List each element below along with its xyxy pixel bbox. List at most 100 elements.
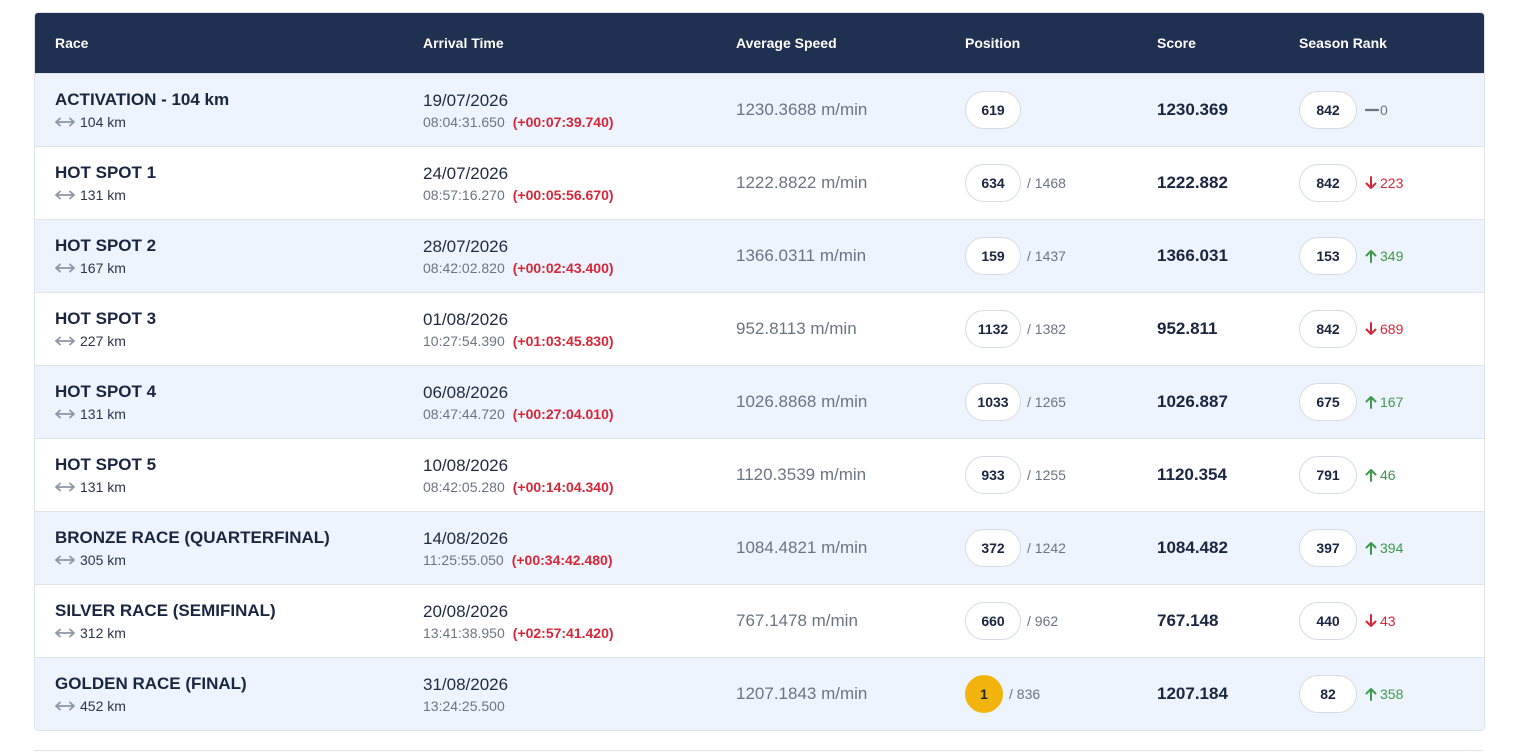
- table-body: ACTIVATION - 104 km 104 km 19/07/2026 08:04…: [35, 73, 1484, 730]
- season-rank-badge: 675: [1299, 383, 1357, 421]
- arrow-down-icon: [1365, 176, 1377, 190]
- season-rank-badge: 82: [1299, 675, 1357, 713]
- race-distance: 305 km: [80, 552, 126, 568]
- rank-change-value: 0: [1380, 102, 1388, 118]
- rank-change: 167: [1365, 394, 1403, 410]
- rank-change-value: 167: [1380, 394, 1404, 410]
- position-badge: 159: [965, 237, 1021, 275]
- average-speed: 767.1478 m/min: [736, 611, 858, 630]
- race-name[interactable]: GOLDEN RACE (FINAL): [55, 674, 247, 693]
- arrow-up-icon: [1365, 687, 1377, 701]
- arrival-date: 20/08/2026: [423, 601, 509, 621]
- average-speed: 1207.1843 m/min: [736, 684, 868, 703]
- table-row[interactable]: BRONZE RACE (QUARTERFINAL) 305 km 14/08/20…: [35, 511, 1484, 584]
- arrow-up-icon: [1365, 541, 1377, 555]
- arrival-delay: (+00:07:39.740): [512, 113, 614, 130]
- arrow-up-icon: [1365, 468, 1377, 482]
- score-value: 1207.184: [1157, 684, 1228, 703]
- race-name[interactable]: HOT SPOT 2: [55, 236, 157, 255]
- position-badge: 1033: [965, 383, 1021, 421]
- rank-change: 358: [1365, 686, 1403, 702]
- race-name[interactable]: HOT SPOT 1: [55, 163, 157, 182]
- season-rank-badge: 842: [1299, 91, 1357, 129]
- rank-change-value: 223: [1380, 175, 1404, 191]
- position-total: / 1437: [1027, 248, 1066, 264]
- score-value: 952.811: [1157, 319, 1218, 338]
- position-total: / 1255: [1027, 467, 1066, 483]
- arrival-clock: 10:27:54.390: [423, 332, 505, 349]
- rank-change-value: 689: [1380, 321, 1404, 337]
- position-badge: 372: [965, 529, 1021, 567]
- distance-arrows-icon: [55, 701, 75, 711]
- arrival-date: 31/08/2026: [423, 674, 509, 694]
- position-badge: 933: [965, 456, 1021, 494]
- race-name[interactable]: ACTIVATION - 104 km: [55, 90, 230, 109]
- table-row[interactable]: GOLDEN RACE (FINAL) 452 km 31/08/2026 13:24…: [35, 657, 1484, 730]
- race-name[interactable]: HOT SPOT 4: [55, 382, 157, 401]
- score-value: 1026.887: [1157, 392, 1228, 411]
- distance-arrows-icon: [55, 263, 75, 273]
- rank-change: 394: [1365, 540, 1403, 556]
- rank-change: 349: [1365, 248, 1403, 264]
- arrow-up-icon: [1365, 249, 1377, 263]
- distance-arrows-icon: [55, 190, 75, 200]
- race-name[interactable]: BRONZE RACE (QUARTERFINAL): [55, 528, 330, 547]
- rank-change: 0: [1364, 102, 1388, 118]
- season-rank-badge: 791: [1299, 456, 1357, 494]
- race-distance: 227 km: [80, 333, 126, 349]
- table-row[interactable]: HOT SPOT 2 167 km 28/07/2026 08:42:02.820 (+…: [35, 219, 1484, 292]
- table-row[interactable]: HOT SPOT 3 227 km 01/08/2026 10:27:54.390 (+…: [35, 292, 1484, 365]
- table-row[interactable]: HOT SPOT 1 131 km 24/07/2026 08:57:16.270 (+…: [35, 146, 1484, 219]
- arrival-delay: (+00:02:43.400): [512, 259, 614, 276]
- position-badge: 634: [965, 164, 1021, 202]
- season-rank-badge: 153: [1299, 237, 1357, 275]
- arrival-clock: 13:41:38.950: [423, 624, 505, 641]
- arrival-date: 14/08/2026: [423, 528, 509, 548]
- race-distance: 131 km: [80, 406, 126, 422]
- position-total: / 1382: [1027, 321, 1066, 337]
- race-name[interactable]: SILVER RACE (SEMIFINAL): [55, 601, 276, 620]
- rank-change-value: 394: [1380, 540, 1404, 556]
- average-speed: 952.8113 m/min: [736, 319, 857, 338]
- average-speed: 1230.3688 m/min: [736, 100, 868, 119]
- race-name[interactable]: HOT SPOT 3: [55, 309, 157, 328]
- race-distance: 131 km: [80, 187, 126, 203]
- header-season-rank[interactable]: Season Rank: [1299, 35, 1387, 51]
- arrival-clock: 08:57:16.270: [423, 186, 505, 203]
- table-row[interactable]: SILVER RACE (SEMIFINAL) 312 km 20/08/2026 1…: [35, 584, 1484, 657]
- race-distance: 104 km: [80, 114, 126, 130]
- table-row[interactable]: ACTIVATION - 104 km 104 km 19/07/2026 08:04…: [35, 73, 1484, 146]
- header-score[interactable]: Score: [1157, 35, 1196, 51]
- arrow-down-icon: [1365, 614, 1377, 628]
- table-row[interactable]: HOT SPOT 5 131 km 10/08/2026 08:42:05.280 (+…: [35, 438, 1484, 511]
- race-distance: 452 km: [80, 698, 126, 714]
- rank-change: 689: [1365, 321, 1403, 337]
- score-value: 1120.354: [1157, 465, 1227, 484]
- score-value: 1222.882: [1157, 173, 1228, 192]
- arrival-clock: 08:42:02.820: [423, 259, 505, 276]
- race-results-table: Race Arrival Time Average Speed Position…: [34, 12, 1485, 731]
- arrival-date: 01/08/2026: [423, 309, 509, 329]
- distance-arrows-icon: [55, 336, 75, 346]
- average-speed: 1222.8822 m/min: [736, 173, 868, 192]
- table-row[interactable]: HOT SPOT 4 131 km 06/08/2026 08:47:44.720 (+…: [35, 365, 1484, 438]
- header-race[interactable]: Race: [55, 35, 89, 51]
- arrival-delay: (+00:05:56.670): [512, 186, 614, 203]
- header-arrival-time[interactable]: Arrival Time: [423, 35, 504, 51]
- season-rank-badge: 440: [1299, 602, 1357, 640]
- position-badge: 1: [965, 675, 1003, 713]
- race-name[interactable]: HOT SPOT 5: [55, 455, 157, 474]
- position-total: / 836: [1009, 686, 1041, 702]
- arrow-up-icon: [1365, 395, 1377, 409]
- race-distance: 167 km: [80, 260, 126, 276]
- race-distance: 312 km: [80, 625, 126, 641]
- position-total: / 962: [1027, 613, 1059, 629]
- arrival-date: 10/08/2026: [423, 455, 509, 475]
- rank-change-value: 349: [1380, 248, 1404, 264]
- header-position[interactable]: Position: [965, 35, 1021, 51]
- rank-change: 43: [1365, 613, 1396, 629]
- score-value: 1230.369: [1157, 100, 1228, 119]
- score-value: 1366.031: [1157, 246, 1228, 265]
- header-average-speed[interactable]: Average Speed: [736, 35, 837, 51]
- rank-change: 223: [1365, 175, 1403, 191]
